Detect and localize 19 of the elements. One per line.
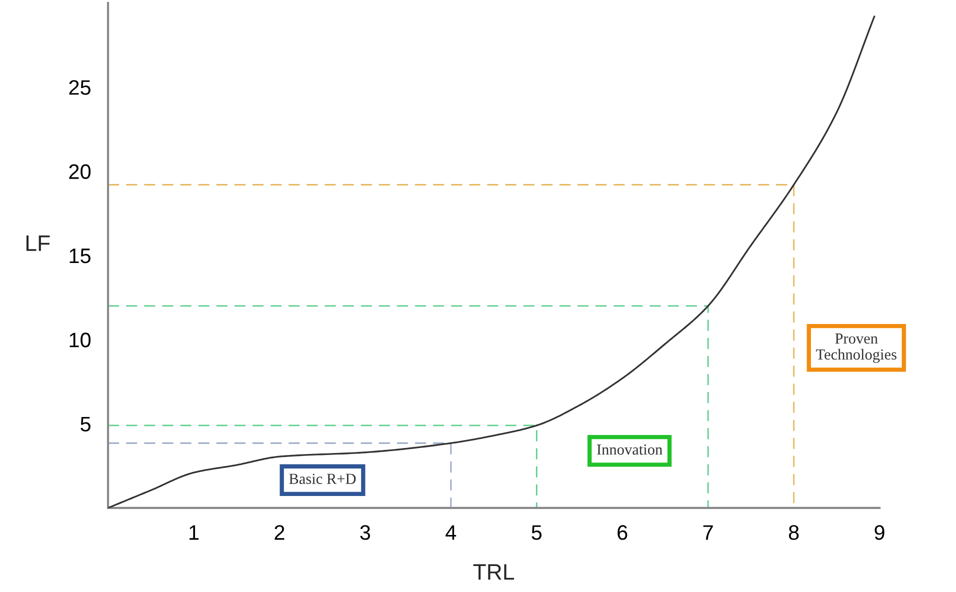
- y-tick-label: 20: [69, 164, 91, 180]
- y-tick-label: 15: [70, 248, 90, 264]
- y-tick-label: 10: [70, 332, 91, 348]
- x-tick-label: 3: [360, 525, 370, 540]
- annotation: Basic R+D: [289, 474, 356, 484]
- x-axis-title: TRL: [473, 564, 514, 580]
- x-tick-label: 8: [788, 525, 799, 540]
- x-tick-label: 2: [274, 525, 284, 540]
- x-tick-label: 1: [190, 525, 199, 540]
- y-tick-label: 25: [69, 80, 90, 95]
- x-tick-label: 6: [618, 525, 628, 540]
- x-tick-label: 5: [532, 525, 542, 540]
- annotation: Innovation: [597, 444, 662, 455]
- x-tick-label: 4: [446, 525, 456, 540]
- annotation: Proven Technologies: [816, 334, 896, 363]
- y-axis-title: LF: [26, 236, 50, 251]
- x-tick-label: 7: [703, 525, 713, 540]
- y-tick-label: 5: [80, 416, 90, 432]
- x-tick-label: 9: [874, 525, 884, 540]
